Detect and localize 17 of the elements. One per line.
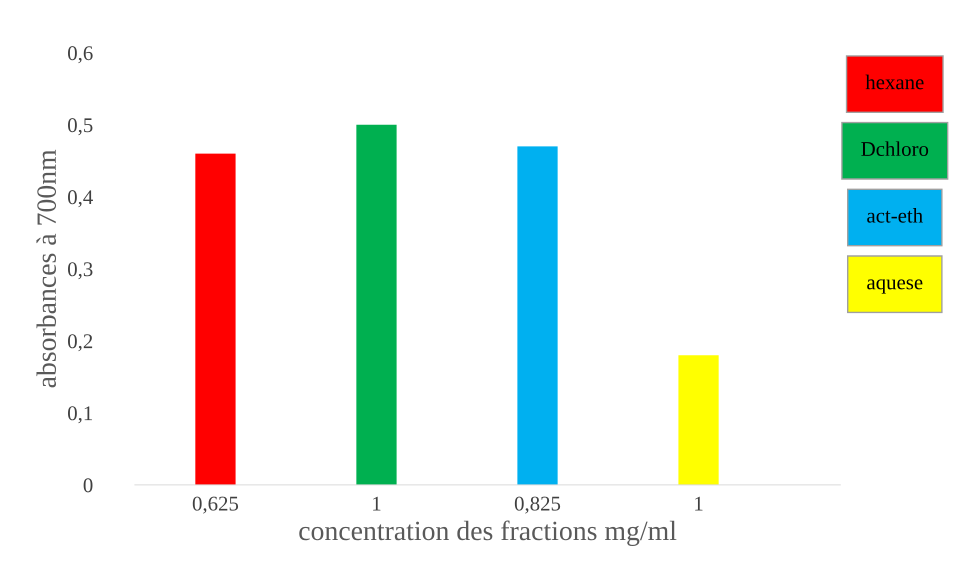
y-tick-label: 0,4 xyxy=(68,190,93,208)
x-tick-label: 1 xyxy=(373,496,380,510)
y-tick-label: 0,1 xyxy=(68,406,92,424)
y-tick-label: 0,2 xyxy=(68,334,92,352)
text: aquese xyxy=(867,279,922,294)
text: Dchloro xyxy=(861,141,928,156)
y-axis-title: absorbances à 700nm xyxy=(36,150,56,388)
y-tick-label: 0,3 xyxy=(68,262,92,280)
x-tick-label: 1 xyxy=(695,496,702,510)
x-tick-label: 0,625 xyxy=(192,496,238,514)
text: hexane xyxy=(866,74,924,90)
y-tick-label: 0 xyxy=(84,478,92,492)
x-tick-label: 0,825 xyxy=(514,496,560,514)
y-tick-label: 0,5 xyxy=(68,118,92,136)
x-axis-title: concentration des fractions mg/ml xyxy=(299,520,676,546)
text: act-eth xyxy=(867,208,923,223)
y-tick-label: 0,6 xyxy=(68,46,93,64)
